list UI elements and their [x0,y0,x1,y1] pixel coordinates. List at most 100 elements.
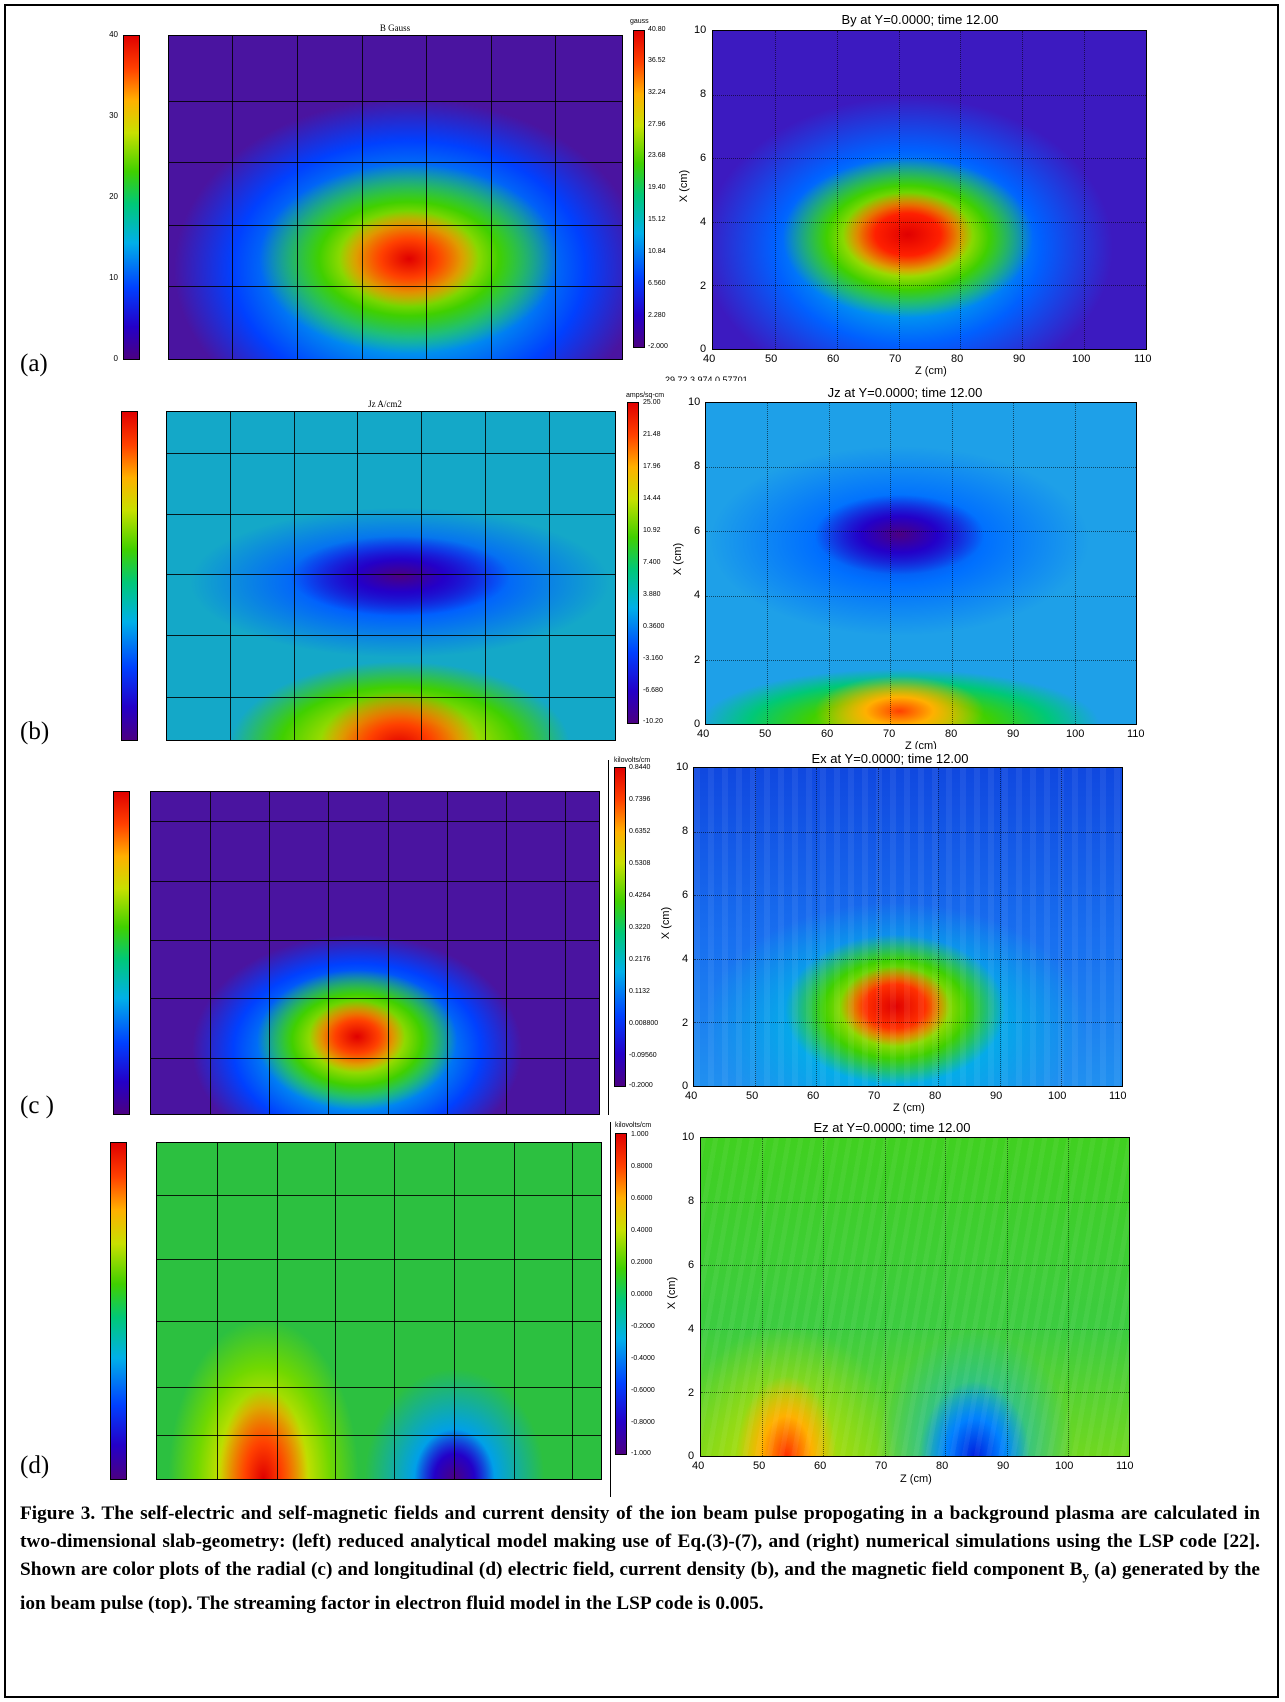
cbar-tick: -0.2000 [631,1323,655,1330]
ytick: 4 [682,953,689,965]
cbar-tick: 0.5308 [629,860,651,867]
caption-subscript: y [1082,1567,1090,1583]
ytick: 0 [688,1450,695,1462]
xtick: 60 [827,353,840,365]
cbar-tick: -1.000 [631,1450,651,1457]
cbar-tick: -0.2000 [629,1082,653,1089]
sim-xlabel: Z (cm) [915,365,947,377]
sim-title: By at Y=0.0000; time 12.00 [841,12,999,27]
sim-map-a [712,30,1147,350]
sim-title: Jz at Y=0.0000; time 12.00 [827,385,983,400]
sim-title: Ez at Y=0.0000; time 12.00 [813,1120,971,1135]
xtick: 60 [821,728,834,740]
cbar-unit: gauss [630,18,649,25]
xtick: 110 [1127,728,1145,740]
caption-text: Figure 3. The self-electric and self-mag… [20,1503,1260,1580]
stray-readout: 29.72 3.974 0.57701 [665,375,748,381]
cbar-tick: 36.52 [648,57,666,64]
cbar-unit: amps/sq-cm [626,392,665,399]
ytick: 0 [694,718,701,730]
xtick: 50 [765,353,778,365]
ytick: 0 [700,343,707,355]
ytick: 10 [676,761,689,773]
cbar-tick: 14.44 [643,495,661,502]
xtick: 110 [1134,353,1152,365]
cbar-tick: 0.7396 [629,796,651,803]
analytic-map-d [156,1142,602,1480]
caption-text-end: (a) generated by the ion beam pulse (top… [20,1559,1260,1614]
cbar-tick: 0.3600 [643,623,665,630]
ytick: 8 [682,825,689,837]
xtick: 90 [1007,728,1020,740]
xtick: 60 [807,1090,820,1102]
cbar-tick: 7.400 [643,559,661,566]
colorbar-d [615,1133,627,1455]
ytick: 4 [694,589,701,601]
cbar-tick: 0.2000 [631,1259,653,1266]
cbar-tick: -3.160 [643,655,663,662]
colorbar-c [614,767,626,1087]
cbar-tick: 15.12 [648,216,666,223]
xtick: 100 [1072,353,1091,365]
left-ytick: 0 [113,354,118,363]
xtick: 110 [1109,1090,1127,1102]
xtick: 70 [875,1460,888,1472]
xtick: 100 [1048,1090,1067,1102]
cbar-tick: 0.6352 [629,828,651,835]
ytick: 6 [688,1259,695,1271]
ytick: 10 [694,24,707,36]
cbar-tick: 0.1132 [629,988,650,995]
ytick: 2 [688,1387,695,1399]
ytick: 6 [694,525,701,537]
cbar-tick: 0.4264 [629,892,651,899]
cbar-tick: 0.8440 [629,764,651,771]
left-colorbar-c [113,791,130,1115]
xtick: 40 [692,1460,705,1472]
cbar-tick: 0.6000 [631,1195,653,1202]
cbar-tick: -0.6000 [631,1387,655,1394]
xtick: 90 [997,1460,1010,1472]
cbar-tick: -0.8000 [631,1419,655,1426]
cbar-tick: 0.0000 [631,1291,653,1298]
sim-map-c [693,767,1123,1087]
ytick: 8 [700,88,707,100]
xtick: 70 [883,728,896,740]
cbar-tick: 21.48 [643,431,661,438]
panel-label: (a) [20,350,48,377]
cbar-unit: kilovolts/cm [614,757,651,764]
ytick: 0 [682,1080,689,1092]
xtick: 100 [1055,1460,1074,1472]
ytick: 2 [700,280,707,292]
sim-ylabel: X (cm) [666,1276,679,1310]
ytick: 2 [694,654,701,666]
xtick: 100 [1066,728,1085,740]
colorbar-b [627,402,639,724]
ytick: 4 [700,216,707,228]
left-ytick: 30 [109,111,118,120]
sim-xlabel: Z (cm) [905,740,937,749]
left-ytick: 10 [109,273,118,282]
xtick: 50 [746,1090,759,1102]
ytick: 8 [694,460,701,472]
left-plot-title: Jz A/cm2 [368,399,402,409]
panel-label: (d) [20,1452,50,1479]
sim-ylabel: X (cm) [660,906,673,940]
figure-caption: Figure 3. The self-electric and self-mag… [20,1500,1260,1618]
xtick: 40 [685,1090,698,1102]
sim-xlabel: Z (cm) [893,1102,925,1114]
xtick: 80 [929,1090,942,1102]
xtick: 60 [814,1460,827,1472]
cbar-tick: 10.84 [648,248,666,255]
cbar-tick: 0.4000 [631,1227,653,1234]
cbar-tick: 3.880 [643,591,661,598]
left-colorbar-d [110,1142,127,1480]
panel-label: (b) [20,718,50,745]
cbar-tick: -6.680 [643,687,663,694]
cbar-tick: 40.80 [648,26,666,33]
colorbar-a [633,30,645,348]
ytick: 2 [682,1017,689,1029]
xtick: 40 [697,728,710,740]
ytick: 8 [688,1195,695,1207]
cbar-unit: kilovolts/cm [615,1122,652,1129]
cbar-tick: 17.96 [643,463,661,470]
